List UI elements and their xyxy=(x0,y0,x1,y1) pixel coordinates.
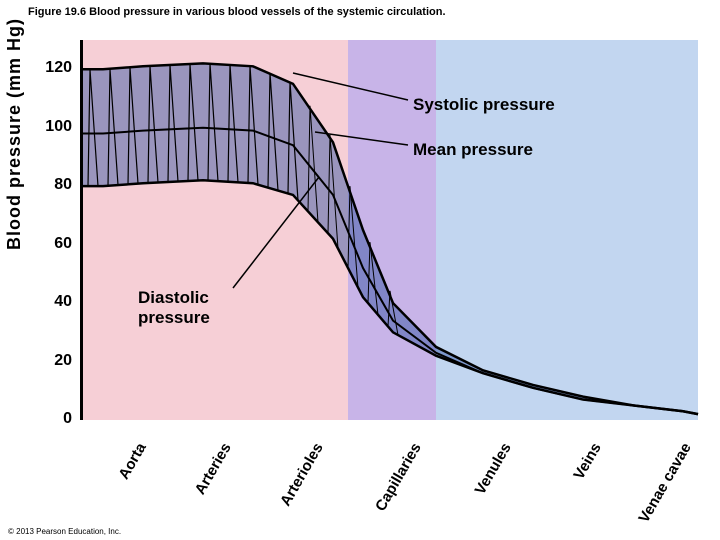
mean_label: Mean pressure xyxy=(413,140,533,160)
y-tick: 20 xyxy=(36,352,72,370)
diastolic_label: Diastolic pressure xyxy=(138,288,210,328)
x-tick: Venae cavae xyxy=(635,440,695,526)
y-tick: 80 xyxy=(36,176,72,194)
x-tick: Arterioles xyxy=(267,440,327,526)
x-tick: Arteries xyxy=(175,440,235,526)
x-tick: Capillaries xyxy=(365,440,425,526)
copyright-text: © 2013 Pearson Education, Inc. xyxy=(8,527,121,536)
y-tick: 40 xyxy=(36,293,72,311)
chart-svg xyxy=(83,40,698,420)
x-tick: Venules xyxy=(455,440,515,526)
x-tick: Aorta xyxy=(90,440,150,526)
y-tick: 60 xyxy=(36,235,72,253)
y-axis-label: Blood pressure (mm Hg) xyxy=(4,18,25,250)
y-tick: 100 xyxy=(36,118,72,136)
x-tick: Veins xyxy=(545,440,605,526)
y-tick: 0 xyxy=(36,410,72,428)
figure-title: Figure 19.6 Blood pressure in various bl… xyxy=(28,6,446,18)
systolic_label: Systolic pressure xyxy=(413,95,555,115)
chart-area: Systolic pressure Mean pressure Diastolic … xyxy=(80,40,695,420)
y-tick: 120 xyxy=(36,59,72,77)
